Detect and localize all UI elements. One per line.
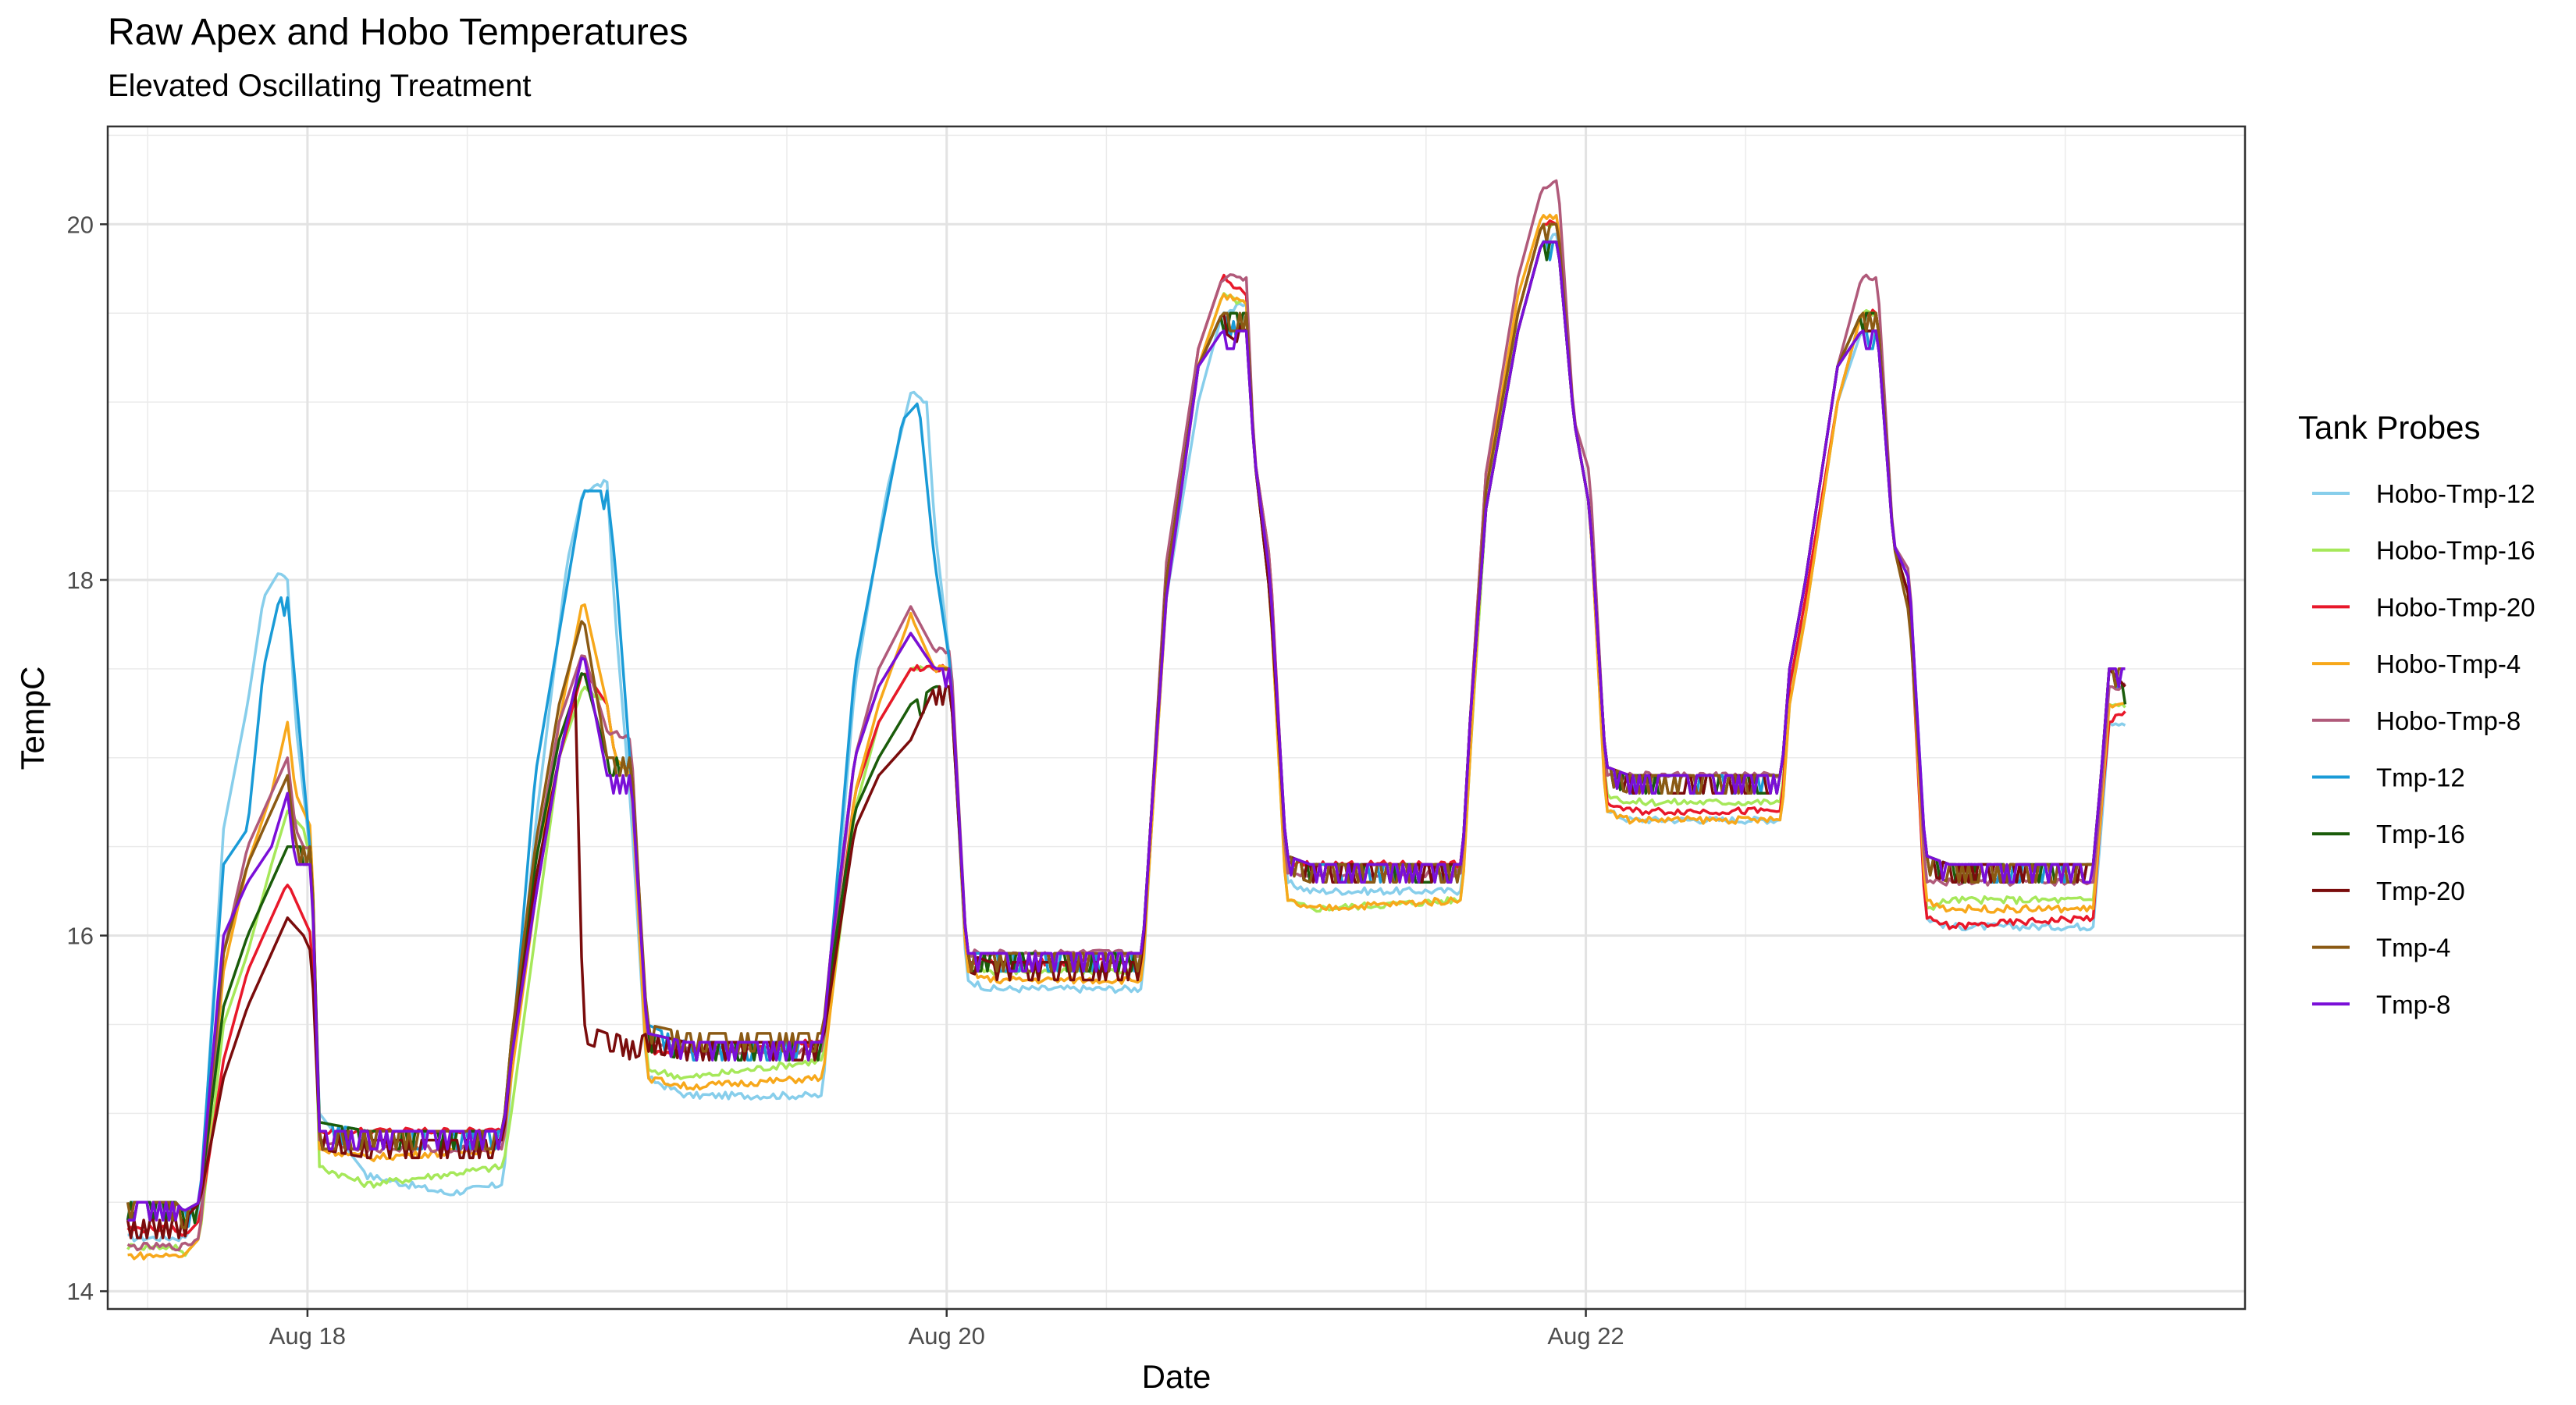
series-line-tmp-16 bbox=[126, 240, 2127, 1230]
legend-label: Hobo-Tmp-8 bbox=[2376, 706, 2521, 735]
x-axis-title: Date bbox=[1142, 1358, 1212, 1395]
legend-label: Tmp-12 bbox=[2376, 763, 2465, 792]
x-tick-label: Aug 22 bbox=[1547, 1322, 1624, 1350]
series-line-hobo-tmp-20 bbox=[126, 219, 2126, 1237]
y-tick-label: 18 bbox=[67, 567, 94, 594]
series-line-tmp-12 bbox=[126, 240, 2126, 1228]
y-tick-label: 14 bbox=[67, 1278, 94, 1305]
series-line-tmp-20 bbox=[126, 240, 2126, 1240]
x-axis-ticks: Aug 18 Aug 20 Aug 22 bbox=[269, 1309, 1624, 1350]
series-line-hobo-tmp-8 bbox=[126, 179, 2126, 1252]
legend-label: Hobo-Tmp-16 bbox=[2376, 536, 2535, 565]
legend-label: Tmp-20 bbox=[2376, 877, 2465, 905]
plot-panel-border bbox=[106, 125, 2247, 1311]
legend-label: Tmp-8 bbox=[2376, 990, 2450, 1019]
series-line-hobo-tmp-4 bbox=[127, 213, 2126, 1261]
x-tick-label: Aug 18 bbox=[269, 1322, 346, 1350]
series-line-tmp-8 bbox=[127, 240, 2126, 1222]
chart-title: Raw Apex and Hobo Temperatures bbox=[108, 12, 688, 53]
chart-subtitle: Elevated Oscillating Treatment bbox=[108, 69, 532, 103]
y-tick-label: 20 bbox=[67, 211, 94, 238]
legend: Tank Probes Hobo-Tmp-12 Hobo-Tmp-16 Hobo-T… bbox=[2298, 409, 2535, 1019]
x-tick-label: Aug 20 bbox=[909, 1322, 985, 1350]
legend-label: Tmp-16 bbox=[2376, 820, 2465, 848]
y-tick-label: 16 bbox=[67, 923, 94, 950]
legend-label: Tmp-4 bbox=[2376, 934, 2450, 962]
legend-label: Hobo-Tmp-20 bbox=[2376, 592, 2535, 621]
legend-title: Tank Probes bbox=[2298, 409, 2480, 446]
series-line-tmp-4 bbox=[126, 222, 2126, 1230]
grid-lines bbox=[108, 126, 2245, 1309]
legend-label: Hobo-Tmp-4 bbox=[2376, 649, 2521, 678]
legend-label: Hobo-Tmp-12 bbox=[2376, 479, 2535, 508]
series-lines bbox=[126, 179, 2127, 1261]
series-line-hobo-tmp-12 bbox=[127, 233, 2126, 1243]
y-axis-title: TempC bbox=[14, 666, 51, 770]
series-line-hobo-tmp-16 bbox=[126, 221, 2126, 1257]
y-axis-ticks: 14 16 18 20 bbox=[67, 211, 108, 1305]
